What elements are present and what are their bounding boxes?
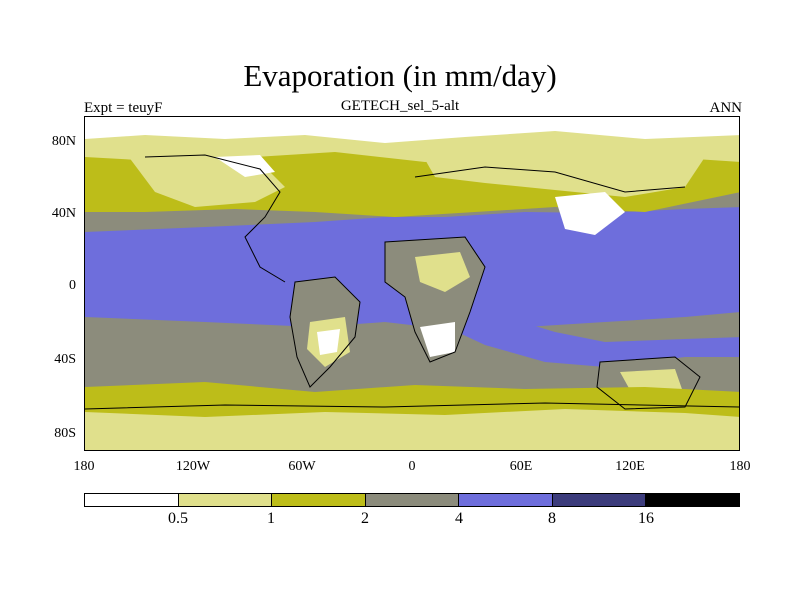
legend-swatch-gt-16 xyxy=(646,494,740,506)
legend-label-1: 1 xyxy=(267,510,275,527)
x-tick-120e: 120E xyxy=(615,459,645,474)
coast-antarctica xyxy=(85,402,739,410)
legend-swatch-0-5-1 xyxy=(178,494,273,506)
legend-swatch-1-2 xyxy=(272,494,366,506)
land-eurasia xyxy=(415,137,705,197)
band-4-8-south xyxy=(425,317,739,367)
legend-label-8: 8 xyxy=(548,510,556,527)
plot-title: Evaporation (in mm/day) xyxy=(243,58,557,93)
legend-label-16: 16 xyxy=(638,510,654,527)
y-tick-80s: 80S xyxy=(54,426,76,441)
legend-swatch-8-16 xyxy=(552,494,647,506)
band-lt-0-5-arctic xyxy=(85,117,739,143)
legend-swatch-2-4 xyxy=(365,494,460,506)
coastlines xyxy=(85,154,739,410)
land-greenland-white xyxy=(215,155,275,177)
y-tick-80n: 80N xyxy=(51,134,76,149)
coast-africa xyxy=(384,236,486,363)
coast-n-america xyxy=(144,154,286,283)
legend-swatch-lt-0-5 xyxy=(85,494,179,506)
x-tick-0: 0 xyxy=(408,459,416,474)
y-tick-0: 0 xyxy=(69,278,76,293)
season-label: ANN xyxy=(709,100,743,116)
land-arabia-white xyxy=(555,192,625,235)
band-0-5-1-antarctic xyxy=(85,409,739,450)
x-tick-120w: 120W xyxy=(175,459,211,474)
experiment-label: Expt = teuyF xyxy=(84,100,163,116)
x-tick-180e: 180 xyxy=(729,459,751,474)
land-s-america-white xyxy=(317,329,340,355)
legend-label-2: 2 xyxy=(361,510,369,527)
legend-label-4: 4 xyxy=(455,510,463,527)
evaporation-map xyxy=(85,117,739,450)
legend-colorbar xyxy=(84,493,740,507)
coast-s-america xyxy=(289,276,361,388)
coast-eurasia xyxy=(414,166,686,193)
legend-swatch-4-8 xyxy=(459,494,553,506)
y-tick-40n: 40N xyxy=(51,206,76,221)
plot-subtitle: GETECH_sel_5-alt xyxy=(340,98,460,114)
legend-label-0-5: 0.5 xyxy=(168,510,188,527)
coast-australia xyxy=(596,356,701,410)
x-tick-60w: 60W xyxy=(288,459,316,474)
x-tick-180w: 180 xyxy=(73,459,95,474)
land-africa-north xyxy=(415,252,470,292)
land-africa-south-white xyxy=(420,322,455,357)
y-tick-40s: 40S xyxy=(54,352,76,367)
x-tick-60e: 60E xyxy=(509,459,533,474)
map-panel xyxy=(84,116,740,451)
